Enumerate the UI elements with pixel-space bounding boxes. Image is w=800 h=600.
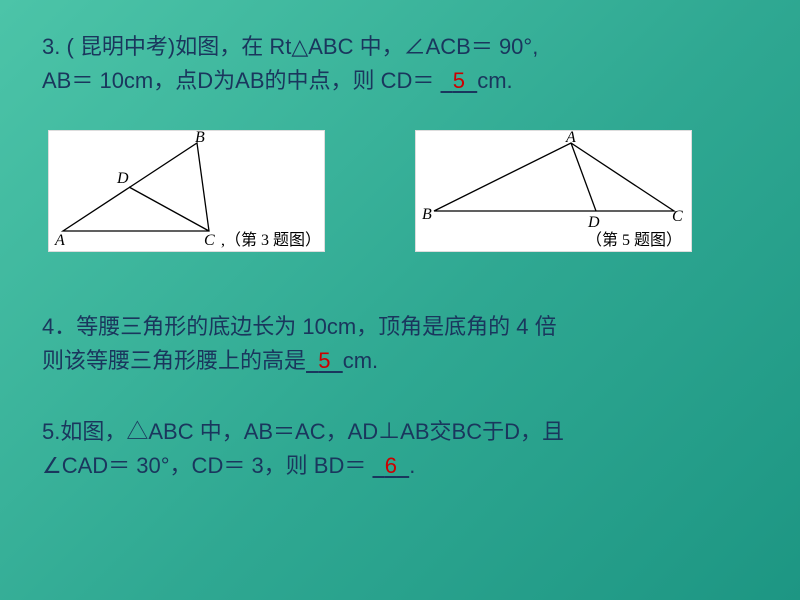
q3-answer: 5	[453, 68, 465, 93]
fig5-caption: （第 5 题图）	[586, 231, 682, 249]
fig3-label-B: B	[195, 131, 205, 146]
q5-line2-pre: ∠CAD＝ 30°，CD＝ 3，则 BD＝	[42, 453, 372, 478]
fig3-caption: ,（第 3 题图）	[221, 231, 321, 249]
q3-line2-post: cm.	[477, 68, 512, 93]
question-3-text: 3. ( 昆明中考)如图，在 Rt△ABC 中，∠ACB＝ 90°, AB＝ 1…	[42, 30, 762, 98]
q4-line2-pre: 则该等腰三角形腰上的高是	[42, 348, 306, 373]
figure-q5: A B C D （第 5 题图）	[415, 130, 692, 252]
q5-line2-post: .	[409, 453, 415, 478]
fig5-label-A: A	[565, 131, 576, 146]
figure-q5-svg: A B C D （第 5 题图）	[416, 131, 691, 251]
q3-line1: 3. ( 昆明中考)如图，在 Rt△ABC 中，∠ACB＝ 90°,	[42, 34, 538, 59]
question-5-text: 5.如图，△ABC 中，AB＝AC，AD⊥AB交BC于D，且 ∠CAD＝ 30°…	[42, 415, 762, 483]
fig3-label-D: D	[116, 170, 129, 187]
q4-answer: 5	[318, 348, 330, 373]
q5-line1: 5.如图，△ABC 中，AB＝AC，AD⊥AB交BC于D，且	[42, 419, 564, 444]
fig5-label-B: B	[422, 206, 432, 223]
question-4-text: 4．等腰三角形的底边长为 10cm，顶角是底角的 4 倍 则该等腰三角形腰上的高…	[42, 310, 762, 378]
q4-blank: 5	[306, 348, 343, 373]
q5-answer: 6	[385, 453, 397, 478]
figure-q3-svg: A C B D ,（第 3 题图）	[49, 131, 324, 251]
fig5-label-C: C	[672, 208, 683, 225]
q4-line1: 4．等腰三角形的底边长为 10cm，顶角是底角的 4 倍	[42, 314, 557, 339]
q3-blank: 5	[441, 68, 478, 93]
q4-line2-post: cm.	[343, 348, 378, 373]
q5-blank: 6	[372, 453, 409, 478]
q3-line2-pre: AB＝ 10cm，点D为AB的中点，则 CD＝	[42, 68, 441, 93]
figure-q3: A C B D ,（第 3 题图）	[48, 130, 325, 252]
fig3-label-C: C	[204, 232, 215, 249]
fig3-label-A: A	[54, 232, 65, 249]
fig5-label-D: D	[587, 214, 600, 231]
